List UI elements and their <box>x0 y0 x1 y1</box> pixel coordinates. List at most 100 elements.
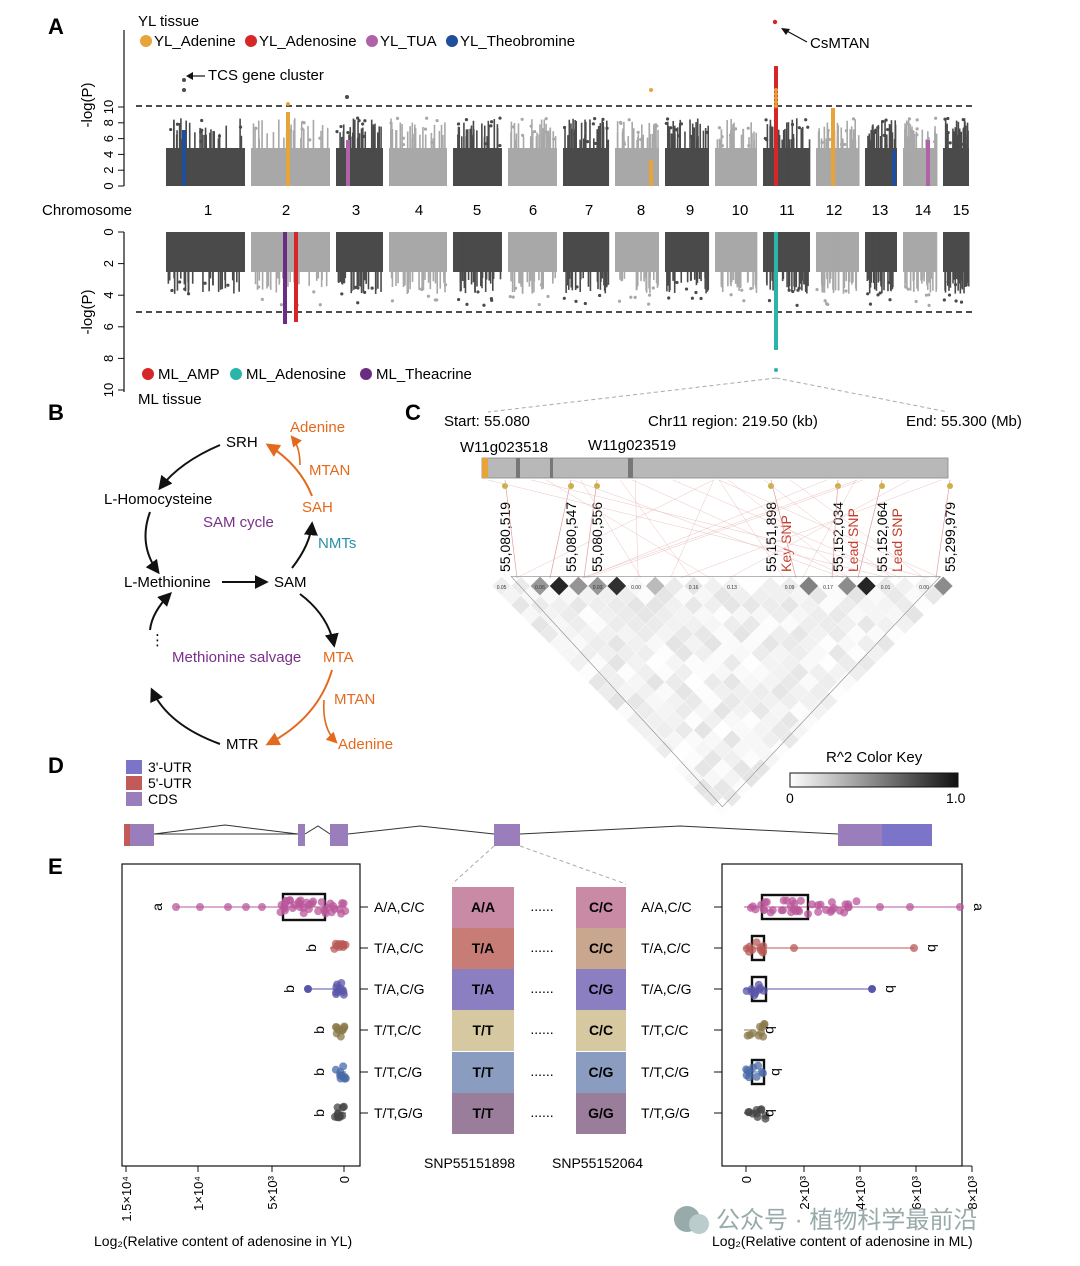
snp-column <box>351 232 353 292</box>
watermark-text: 公众号 · 植物科学最前沿 <box>716 1207 977 1234</box>
snp-column <box>930 232 933 279</box>
snp-column <box>672 120 675 186</box>
snp-column <box>483 125 486 186</box>
snp-column <box>538 134 540 186</box>
snp-column <box>751 133 753 186</box>
y-tick-label: 10 <box>101 383 116 397</box>
snp-point <box>906 287 910 291</box>
data-point <box>852 897 861 906</box>
snp-point <box>954 299 958 303</box>
snp-column <box>792 133 795 186</box>
snp-column <box>542 128 544 186</box>
snp-column <box>948 232 950 291</box>
x-tick-label: 8×10³ <box>965 1175 980 1209</box>
snp-point <box>401 136 406 140</box>
data-point <box>754 1061 763 1070</box>
chromosome-number: 2 <box>282 202 290 219</box>
snp-column <box>528 232 531 287</box>
snp-column <box>533 232 535 281</box>
snp-column <box>801 126 804 186</box>
snp-point <box>647 293 652 297</box>
data-point <box>745 1073 754 1082</box>
snp-point <box>513 286 518 290</box>
data-point <box>758 1069 767 1078</box>
ld-heatmap: 0.05 0.06 0.03 0.00 0.16 0.13 0.09 0.17 0.01 0.00 <box>491 576 954 817</box>
color-key-bar <box>789 772 959 788</box>
snp-point <box>586 140 590 144</box>
snp1-genotype: T/A <box>472 940 495 956</box>
cds-exon <box>330 824 348 846</box>
left-x-axis: 1.5×10⁴ 1×10⁴ 5×10³ 0 <box>119 1165 352 1222</box>
intron-connector <box>304 825 331 835</box>
snp-column <box>300 138 302 186</box>
snp-column <box>574 120 576 186</box>
ld-value: 0.17 <box>823 585 833 591</box>
snp-column <box>589 232 592 292</box>
color-key-min: 0 <box>786 790 794 806</box>
snp-point <box>482 303 486 307</box>
snp-column <box>258 138 260 186</box>
snp-column <box>935 232 937 292</box>
snp-column <box>409 232 411 290</box>
snp-point <box>907 117 912 121</box>
peak-point <box>774 88 778 92</box>
snp-column <box>194 132 196 186</box>
snp-column <box>225 125 228 186</box>
snp-column <box>252 123 255 186</box>
sam-cycle-label: SAM cycle <box>203 514 274 531</box>
snp-column <box>698 232 701 279</box>
snp-column <box>486 136 488 186</box>
snp-column <box>953 131 956 186</box>
snp-point <box>720 135 724 139</box>
row-dots: ...... <box>530 1104 553 1120</box>
snp-column <box>603 232 606 291</box>
snp-column <box>411 232 414 282</box>
snp-column <box>212 130 214 186</box>
snp-column <box>183 232 186 285</box>
snp-column <box>542 232 544 289</box>
chromosome-number: 10 <box>732 202 749 219</box>
data-point <box>779 896 788 905</box>
snp-column <box>786 232 788 288</box>
snp-point <box>498 116 502 120</box>
snp-column <box>600 232 602 282</box>
snp-column <box>670 133 673 186</box>
snp-column <box>399 122 402 186</box>
snp-point <box>575 285 579 289</box>
snp-column <box>770 135 773 186</box>
snp-column <box>481 123 483 186</box>
snp-point <box>511 125 516 129</box>
legend-swatch <box>126 792 142 806</box>
snp-point <box>948 141 952 145</box>
snp-column <box>488 232 491 281</box>
snp-point <box>552 137 556 141</box>
snp-point <box>520 117 524 121</box>
snp1-genotype: T/T <box>473 1064 494 1080</box>
snp-point <box>699 296 703 301</box>
snp-column <box>231 232 234 281</box>
snp-marker <box>568 483 574 489</box>
snp-column <box>684 131 686 186</box>
snp-column <box>180 118 182 186</box>
snp-column <box>888 124 891 186</box>
data-point <box>790 944 798 952</box>
snp-column <box>584 119 586 186</box>
snp-connector <box>584 479 827 579</box>
snp-connector <box>670 479 714 579</box>
snp-column <box>373 126 376 186</box>
data-point <box>956 903 964 911</box>
data-point <box>789 905 798 914</box>
snp-point <box>946 280 950 284</box>
snp-column <box>904 232 907 283</box>
snp-column <box>877 124 880 186</box>
snp-point <box>435 298 439 302</box>
snp-point <box>806 125 810 129</box>
snp-column <box>466 129 469 186</box>
snp-tag: Key SNP <box>778 515 794 572</box>
snp-point <box>389 121 393 125</box>
genotype-row: T/T,C/G T/T...... C/G T/T,C/G b b <box>311 1052 785 1093</box>
row-dots: ...... <box>530 939 553 955</box>
snp-column <box>842 232 845 294</box>
snp-connector <box>516 479 714 579</box>
snp-column <box>791 232 793 292</box>
